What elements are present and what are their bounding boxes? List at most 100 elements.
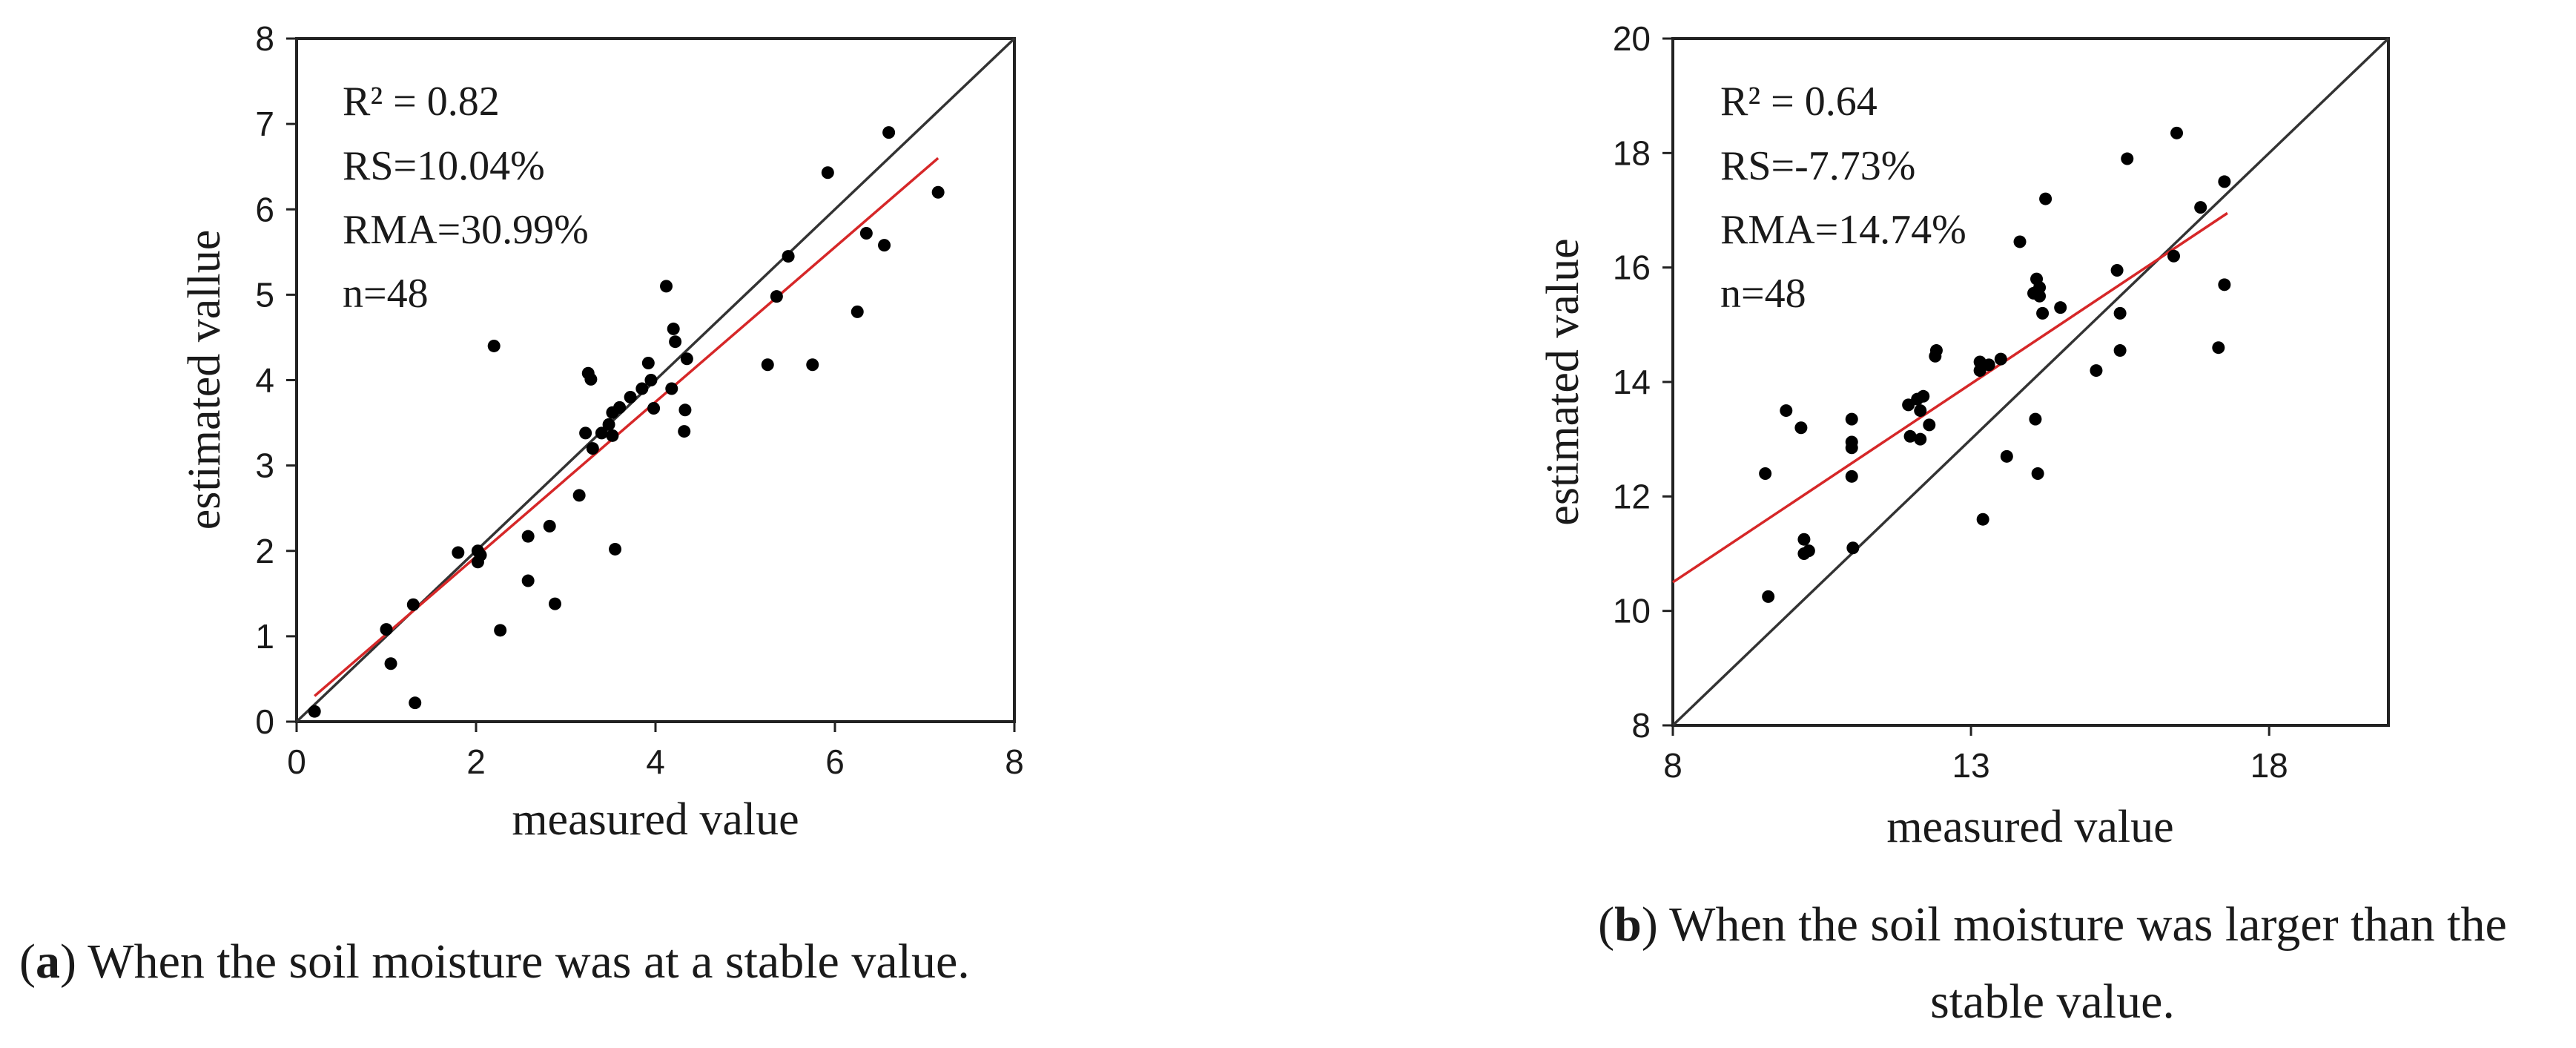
panel-b-data-point <box>2212 341 2225 355</box>
panel-a-data-point <box>821 166 834 179</box>
panel-a-data-point <box>521 530 535 543</box>
panel-a-data-point <box>586 442 599 455</box>
panel-b-data-point <box>1846 541 1860 555</box>
panel-a-data-point <box>806 358 819 372</box>
panel-b-data-point <box>2113 306 2127 320</box>
panel-a-data-point <box>409 696 422 710</box>
panel-a-y-tick-label: 0 <box>255 702 274 741</box>
panel-a-data-point <box>384 657 397 670</box>
panel-a-y-tick-label: 3 <box>255 446 274 485</box>
panel-b-data-point <box>1797 533 1811 546</box>
panel-a-stat-n: n=48 <box>343 271 429 317</box>
panel-b-x-axis-label: measured value <box>1886 802 2173 852</box>
panel-b-data-point <box>1923 418 1936 432</box>
panel-a-y-axis-label: estimated vallue <box>179 230 230 530</box>
panel-b-stat-rs: RS=-7.73% <box>1720 143 1915 189</box>
panel-b-data-point <box>2218 278 2231 291</box>
panel-a-data-point <box>859 226 873 240</box>
panel-b-data-point <box>2170 126 2184 139</box>
panel-a-x-axis-label: measured value <box>512 794 799 845</box>
panel-a-data-point <box>308 705 321 718</box>
panel-b-data-point <box>2033 289 2047 303</box>
panel-a-y-tick-label: 1 <box>255 617 274 656</box>
panel-a-y-tick-label: 7 <box>255 105 274 143</box>
panel-b-data-point <box>1845 441 1858 455</box>
panel-a-data-point <box>494 624 507 637</box>
panel-a-data-point <box>487 339 501 352</box>
panel-a-data-point <box>595 426 608 440</box>
panel-b-y-tick-label: 10 <box>1613 592 1651 630</box>
panel-a-data-point <box>667 322 680 335</box>
panel-a-y-tick-label: 4 <box>255 361 274 400</box>
panel-a-data-point <box>613 401 627 414</box>
panel-b-y-axis-label: estimated value <box>1538 238 1588 525</box>
panel-b-data-point <box>1903 429 1917 443</box>
panel-a-x-tick-label: 6 <box>825 742 845 781</box>
panel-a-stats: R² = 0.82 RS=10.04% RMA=30.99% n=48 <box>343 79 589 317</box>
panel-b-x-tick-label: 18 <box>2250 746 2288 785</box>
panel-a-data-point <box>548 597 561 610</box>
panel-b-y-tick-label: 14 <box>1613 363 1651 401</box>
panel-a-data-point <box>680 352 693 366</box>
panel-a-data-point <box>770 290 783 303</box>
panel-a-data-point <box>635 382 649 395</box>
panel-b-data-point <box>1914 404 1927 418</box>
panel-b-marks: 8 13 18 8 10 12 14 16 18 20 <box>1613 19 2390 785</box>
panel-b-data-point <box>1914 432 1927 446</box>
panel-a-caption-text: When the soil moisture was at a stable v… <box>87 935 969 989</box>
panel-a-data-point <box>452 546 465 559</box>
panel-a-data-point <box>644 374 658 386</box>
panel-b-y-tick-label: 8 <box>1631 706 1651 745</box>
panel-b-stats: R² = 0.64 RS=-7.73% RMA=14.74% n=48 <box>1720 79 1966 317</box>
panel-a-caption: (a) When the soil moisture was at a stab… <box>19 935 970 989</box>
panel-a-stat-rma: RMA=30.99% <box>343 207 589 253</box>
panel-b-data-point <box>1802 544 1815 558</box>
panel-b-data-point <box>2167 249 2180 263</box>
panel-a-data-point <box>878 239 891 252</box>
panel-b-chart: 8 13 18 8 10 12 14 16 18 20 R² = 0.64 RS=-7.73% R… <box>1538 19 2507 1029</box>
panel-b-data-point <box>1917 389 1930 403</box>
panel-a-data-point <box>665 382 678 395</box>
panel-a-data-point <box>931 185 945 199</box>
panel-b-y-tick-label: 20 <box>1613 19 1651 58</box>
panel-b-data-point <box>2110 264 2124 277</box>
panel-b-y-tick-label: 18 <box>1613 134 1651 172</box>
panel-b-caption-line-2: stable value. <box>1930 975 2175 1029</box>
panel-a-data-point <box>406 598 420 611</box>
panel-a-stat-r2: R² = 0.82 <box>343 79 500 125</box>
panel-a-data-point <box>669 335 682 349</box>
panel-a-data-point <box>641 356 655 369</box>
panel-a-data-point <box>572 489 586 502</box>
panel-a-data-point <box>543 519 556 533</box>
panel-b-stat-r2: R² = 0.64 <box>1720 79 1877 125</box>
panel-a-data-point <box>761 358 774 372</box>
panel-a-y-tick-label: 8 <box>255 19 274 58</box>
panel-b-data-point <box>1982 358 1995 372</box>
panel-b-data-point <box>1780 404 1793 418</box>
panel-b-data-point <box>2029 412 2042 426</box>
panel-b-x-tick-label: 8 <box>1663 746 1682 785</box>
panel-b-data-point <box>1929 344 1943 357</box>
panel-a-caption-letter: a <box>36 935 60 989</box>
panel-b-identity-line <box>1671 37 2390 727</box>
panel-a-data-point <box>521 574 535 587</box>
panel-b-x-tick-label: 13 <box>1952 746 1989 785</box>
panel-b-caption-text-1: When the soil moisture was larger than t… <box>1669 897 2507 952</box>
panel-b-data-point <box>2121 152 2134 165</box>
panel-a-data-point <box>609 542 622 556</box>
panel-b-data-point <box>2031 467 2044 480</box>
panel-a-data-point <box>851 305 864 318</box>
panel-b-data-point <box>2218 175 2231 188</box>
panel-b-data-point <box>1762 590 1775 603</box>
panel-a-data-point <box>602 418 615 431</box>
panel-a-x-tick-label: 0 <box>287 742 306 781</box>
panel-a-data-point <box>579 426 592 440</box>
panel-b-data-point <box>2039 192 2052 205</box>
panel-a-x-tick-label: 2 <box>466 742 486 781</box>
panel-b-data-point <box>1759 467 1772 480</box>
panel-a-data-point <box>647 401 661 415</box>
panel-b-data-point <box>2194 201 2207 214</box>
panel-b-caption-letter: b <box>1614 897 1642 952</box>
panel-a-data-point <box>660 280 673 293</box>
